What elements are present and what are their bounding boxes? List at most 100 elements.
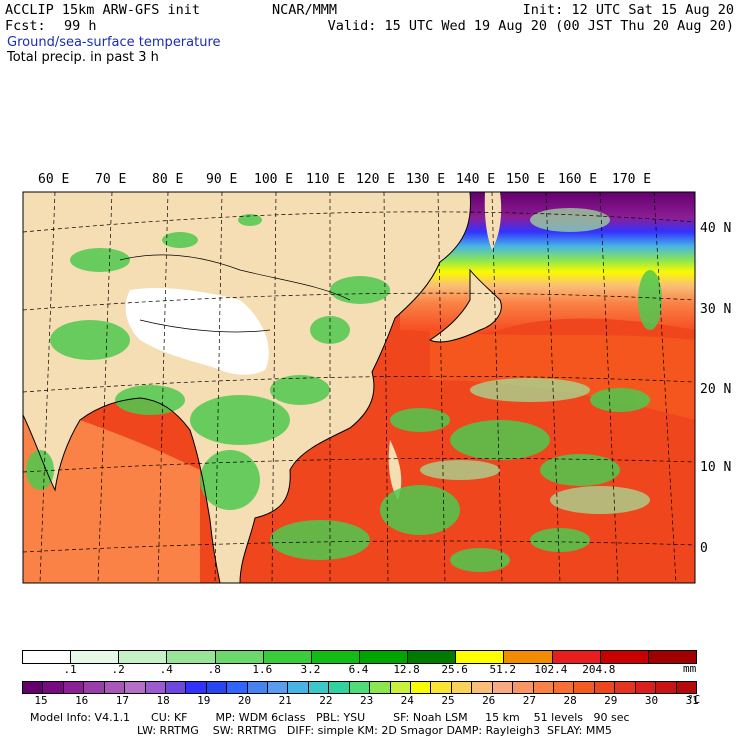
colorbar-segment (456, 651, 505, 663)
colorbar-tick-label: .2 (111, 663, 125, 676)
colorbar-tick-label: 16 (75, 694, 89, 707)
colorbar-segment (451, 682, 473, 693)
colorbar-segment (472, 682, 493, 693)
latitude-label: 40 N (700, 221, 732, 236)
colorbar-segment (215, 651, 264, 663)
longitude-label: 140 E (456, 172, 496, 187)
valid-time: Valid: 15 UTC Wed 19 Aug 20 (00 JST Thu … (327, 18, 734, 34)
colorbar-tick-label: .1 (63, 663, 77, 676)
colorbar-segment (23, 682, 44, 693)
colorbar-tick-label: 20 (237, 694, 252, 707)
colorbar-segment (676, 682, 696, 693)
precip-unit: mm (683, 662, 697, 675)
colorbar-segment (574, 682, 595, 693)
colorbar-segment (600, 651, 649, 663)
colorbar-tick-label: 31 (685, 694, 699, 707)
colorbar-segment (370, 682, 391, 693)
colorbar-segment (186, 682, 207, 693)
colorbar-segment (594, 682, 616, 693)
colorbar-tick-label: 21 (278, 694, 292, 707)
tibetan-plateau (125, 288, 269, 375)
latitude-label: 10 N (700, 460, 732, 475)
colorbar-tick-label: 17 (115, 694, 130, 707)
longitude-label: 90 E (206, 172, 238, 187)
colorbar-tick-label: 30 (644, 694, 659, 707)
colorbar-tick-label: 102.4 (534, 663, 568, 676)
model-info-line2: LW: RRTMG SW: RRTMG DIFF: simple KM: 2D … (137, 724, 612, 737)
longitude-label: 110 E (306, 172, 346, 187)
colorbar-tick-label: 51.2 (489, 663, 516, 676)
colorbar-segment (553, 682, 575, 693)
longitude-label: 100 E (254, 172, 294, 187)
colorbar-segment (359, 651, 409, 663)
colorbar-tick-label: 19 (197, 694, 211, 707)
colorbar-segment (431, 682, 452, 693)
latitude-label: 30 N (700, 302, 732, 317)
colorbar-tick-label: 25.6 (441, 663, 468, 676)
colorbar-segment (408, 651, 457, 663)
forecast-label: Fcst: (5, 18, 46, 34)
colorbar-tick-label: 15 (34, 694, 48, 707)
colorbar-segment (125, 682, 146, 693)
precip-overlay (26, 214, 662, 572)
colorbar-segment (263, 651, 312, 663)
colorbar-segment (656, 682, 677, 693)
colorbar-tick-label: 23 (359, 694, 374, 707)
colorbar-segment (288, 682, 309, 693)
colorbar-segment (165, 682, 187, 693)
colorbar-segment (23, 651, 72, 663)
colorbar-tick-label: 18 (156, 694, 170, 707)
colorbar-segment (552, 651, 601, 663)
longitude-label: 80 E (152, 172, 184, 187)
colorbar-tick-label: 27 (522, 694, 537, 707)
colorbar-segment (104, 682, 126, 693)
colorbar-segment (84, 682, 105, 693)
colorbar-segment (492, 682, 514, 693)
colorbar-tick-label: 24 (400, 694, 414, 707)
latitude-label: 0 (700, 541, 708, 556)
field-precip-label: Total precip. in past 3 h (7, 50, 159, 65)
colorbar-segment (533, 682, 554, 693)
longitude-label: 70 E (95, 172, 127, 187)
longitude-label: 60 E (38, 172, 70, 187)
japan-land (430, 270, 502, 342)
colorbar-segment (247, 682, 269, 693)
colorbar-tick-label: 28 (563, 694, 577, 707)
field-temperature-label: Ground/sea-surface temperature (7, 35, 221, 50)
colorbar-segment (119, 651, 168, 663)
colorbar-segment (227, 682, 248, 693)
colorbar-tick-label: 3.2 (300, 663, 321, 676)
longitude-label: 120 E (356, 172, 396, 187)
colorbar-tick-label: 204.8 (582, 663, 616, 676)
colorbar-tick-label: 22 (319, 694, 333, 707)
graticule (23, 192, 695, 583)
colorbar-segment (145, 682, 166, 693)
precip-colorbar (22, 650, 697, 664)
colorbar-segment (71, 651, 120, 663)
colorbar-segment (167, 651, 216, 663)
model-title: ACCLIP 15km ARW-GFS init (5, 2, 201, 18)
model-info-line1: Model Info: V4.1.1 CU: KF MP: WDM 6class… (30, 711, 630, 724)
colorbar-segment (504, 651, 553, 663)
colorbar-segment (615, 682, 636, 693)
init-time: Init: 12 UTC Sat 15 Aug 20 (522, 2, 734, 18)
colorbar-segment (648, 651, 696, 663)
colorbar-tick-label: 6.4 (348, 663, 369, 676)
forecast-hour: 99 h (64, 18, 97, 34)
colorbar-segment (308, 682, 330, 693)
colorbar-tick-label: .4 (159, 663, 173, 676)
colorbar-tick-label: 29 (604, 694, 618, 707)
colorbar-tick-label: 25 (441, 694, 455, 707)
colorbar-segment (206, 682, 228, 693)
colorbar-segment (349, 682, 371, 693)
colorbar-tick-label: 1.6 (252, 663, 273, 676)
colorbar-segment (268, 682, 289, 693)
colorbar-segment (43, 682, 64, 693)
colorbar-segment (411, 682, 432, 693)
latitude-label: 20 N (700, 382, 732, 397)
organization: NCAR/MMM (272, 2, 338, 18)
map-frame (22, 191, 696, 584)
longitude-label: 150 E (506, 172, 546, 187)
colorbar-segment (63, 682, 85, 693)
